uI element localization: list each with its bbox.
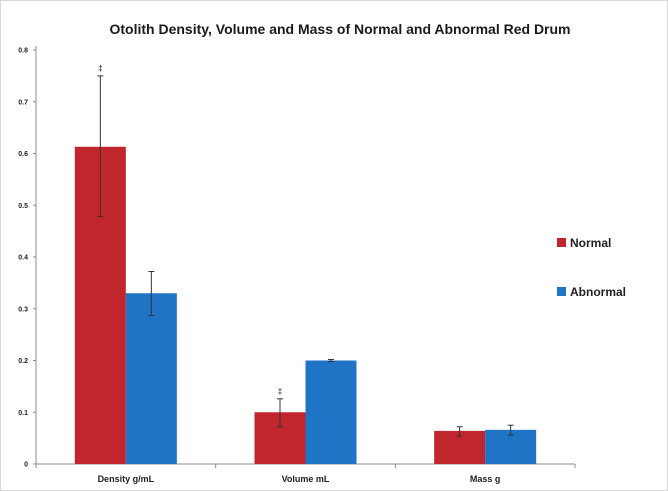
- y-tick-label: 0.1: [18, 410, 28, 417]
- y-tick-label: 0.5: [18, 203, 28, 210]
- legend-label-normal: Normal: [570, 236, 611, 250]
- bars: ‡‡: [74, 64, 537, 464]
- legend: Normal Abnormal: [557, 236, 626, 299]
- legend-swatch-abnormal: [557, 287, 566, 296]
- legend-swatch-normal: [557, 238, 566, 247]
- significance-marker: ‡: [278, 387, 282, 396]
- x-category-label: Volume mL: [282, 474, 330, 484]
- y-tick-label: 0: [24, 462, 28, 469]
- y-tick-label: 0.6: [18, 151, 28, 158]
- bar-abnormal-2: [305, 360, 357, 464]
- y-tick-label: 0.7: [18, 99, 28, 106]
- bar-abnormal-1: [125, 293, 177, 464]
- x-axis: Density g/mL Volume mL Mass g: [35, 463, 576, 484]
- y-tick-label: 0.3: [18, 306, 28, 313]
- x-category-label: Density g/mL: [98, 474, 155, 484]
- y-tick-label: 0.2: [18, 358, 28, 365]
- y-axis: 0 0.1 0.2 0.3 0.4 0.5 0.6 0.7 0.8: [18, 46, 37, 469]
- legend-label-abnormal: Abnormal: [570, 285, 626, 299]
- y-tick-label: 0.8: [18, 48, 28, 55]
- bar-abnormal-3: [485, 429, 537, 464]
- y-tick-label: 0.4: [18, 255, 28, 262]
- significance-marker: ‡: [98, 64, 102, 73]
- chart-title: Otolith Density, Volume and Mass of Norm…: [109, 21, 570, 37]
- x-category-label: Mass g: [470, 474, 501, 484]
